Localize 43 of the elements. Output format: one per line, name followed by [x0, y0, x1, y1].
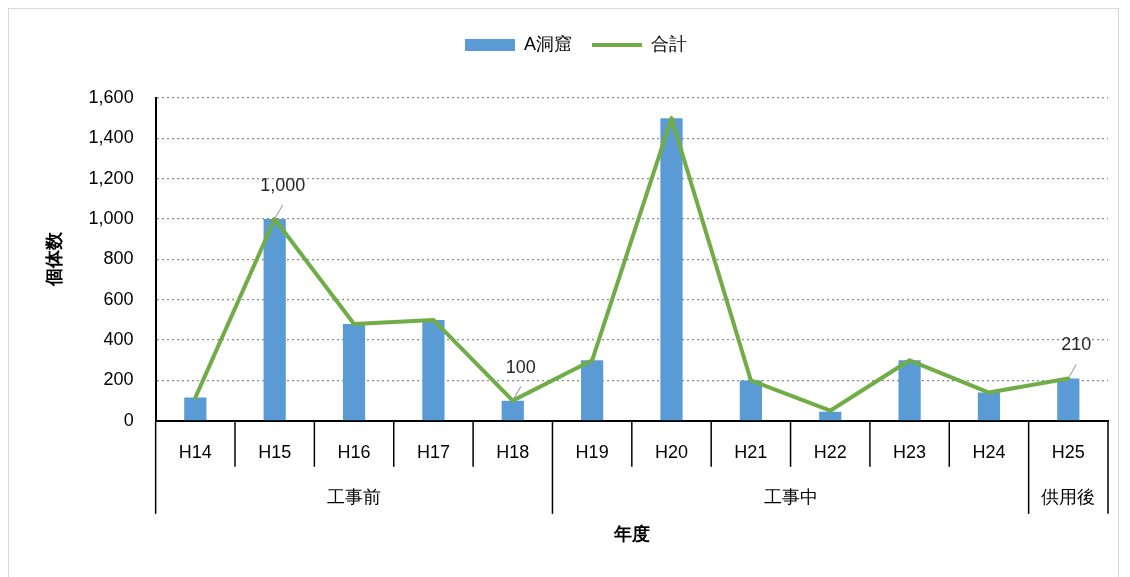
bar — [819, 411, 842, 421]
x-tick-label: H17 — [416, 441, 450, 462]
y-tick-label: 1,000 — [88, 208, 134, 229]
y-tick-label: 0 — [123, 409, 134, 430]
x-tick-label: H23 — [893, 441, 927, 462]
bar — [739, 380, 762, 421]
x-axis-title: 年度 — [612, 524, 650, 545]
y-tick-label: 400 — [103, 329, 134, 350]
x-tick-label: H20 — [654, 441, 689, 462]
y-tick-label: 800 — [103, 248, 134, 269]
text: 供用後 — [1041, 486, 1096, 507]
data-label: 100 — [505, 356, 536, 377]
x-tick-label: H19 — [575, 441, 609, 462]
x-tick-label: H16 — [337, 441, 371, 462]
y-tick-label: 200 — [103, 369, 134, 390]
bar — [1057, 378, 1080, 421]
x-tick-label: H22 — [813, 441, 847, 462]
y-axis-title: 個体数 — [43, 231, 64, 288]
x-tick-label: H15 — [258, 441, 292, 462]
bar — [581, 360, 604, 421]
y-tick-label: 1,200 — [88, 167, 134, 188]
legend-label: 合計 — [651, 33, 687, 54]
text: 工事前 — [327, 486, 382, 507]
y-tick-label: 1,400 — [88, 127, 134, 148]
text: 工事中 — [763, 486, 818, 507]
x-tick-label: H25 — [1051, 441, 1085, 462]
x-tick-label: H14 — [178, 441, 212, 462]
bar — [977, 392, 1001, 421]
x-tick-label: H18 — [496, 441, 530, 462]
y-tick-label: 1,600 — [88, 86, 134, 107]
bar — [184, 397, 207, 421]
y-tick-label: 600 — [103, 288, 134, 309]
data-label: 210 — [1061, 334, 1092, 355]
legend-label: A洞窟 — [524, 33, 573, 54]
bar — [263, 219, 286, 421]
bar — [501, 400, 524, 421]
bar — [422, 319, 445, 421]
bar — [342, 323, 366, 421]
data-label: 1,000 — [260, 175, 306, 196]
bar — [898, 360, 921, 421]
bar — [660, 118, 683, 421]
x-tick-label: H24 — [972, 441, 1006, 462]
x-tick-label: H21 — [734, 441, 768, 462]
